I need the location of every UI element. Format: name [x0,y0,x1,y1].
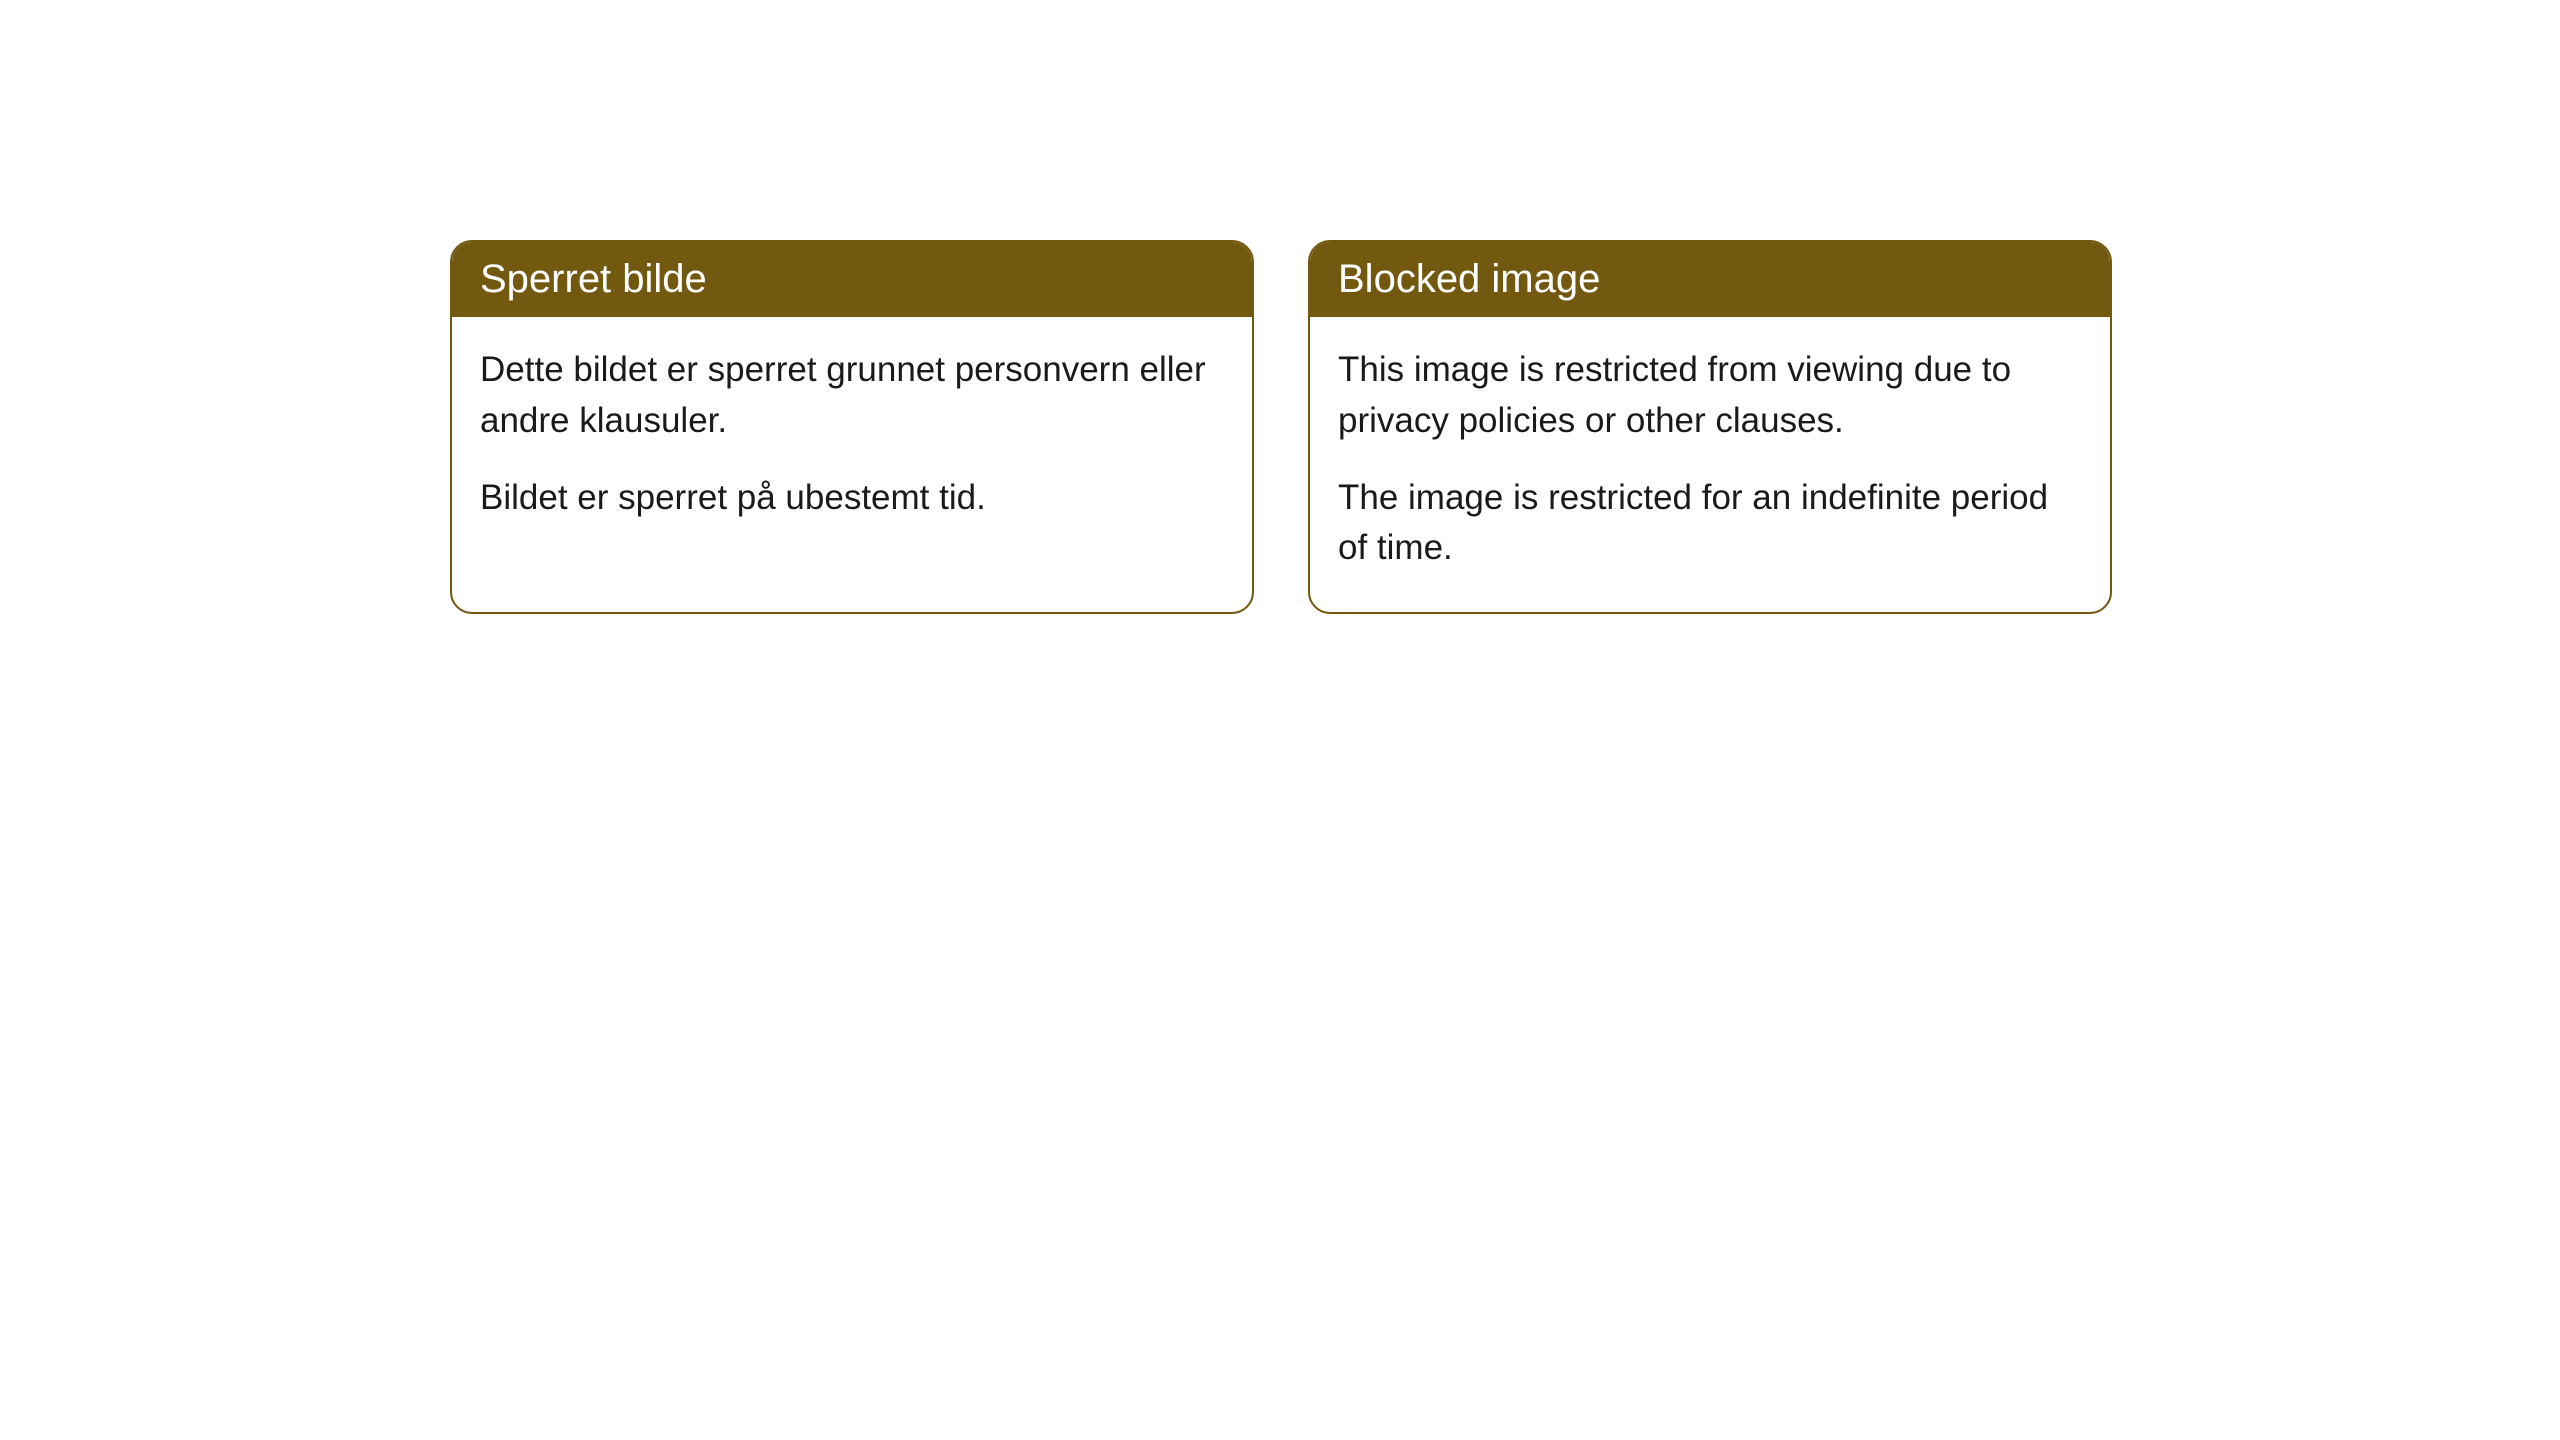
notice-cards-container: Sperret bilde Dette bildet er sperret gr… [450,240,2112,614]
card-paragraph: This image is restricted from viewing du… [1338,345,2082,447]
card-paragraph: Bildet er sperret på ubestemt tid. [480,473,1224,524]
card-header: Sperret bilde [452,242,1252,317]
card-title: Blocked image [1338,257,1600,301]
card-body: This image is restricted from viewing du… [1310,317,2110,612]
card-title: Sperret bilde [480,257,707,301]
card-paragraph: Dette bildet er sperret grunnet personve… [480,345,1224,447]
card-header: Blocked image [1310,242,2110,317]
card-body: Dette bildet er sperret grunnet personve… [452,317,1252,561]
notice-card-english: Blocked image This image is restricted f… [1308,240,2112,614]
notice-card-norwegian: Sperret bilde Dette bildet er sperret gr… [450,240,1254,614]
card-paragraph: The image is restricted for an indefinit… [1338,473,2082,575]
